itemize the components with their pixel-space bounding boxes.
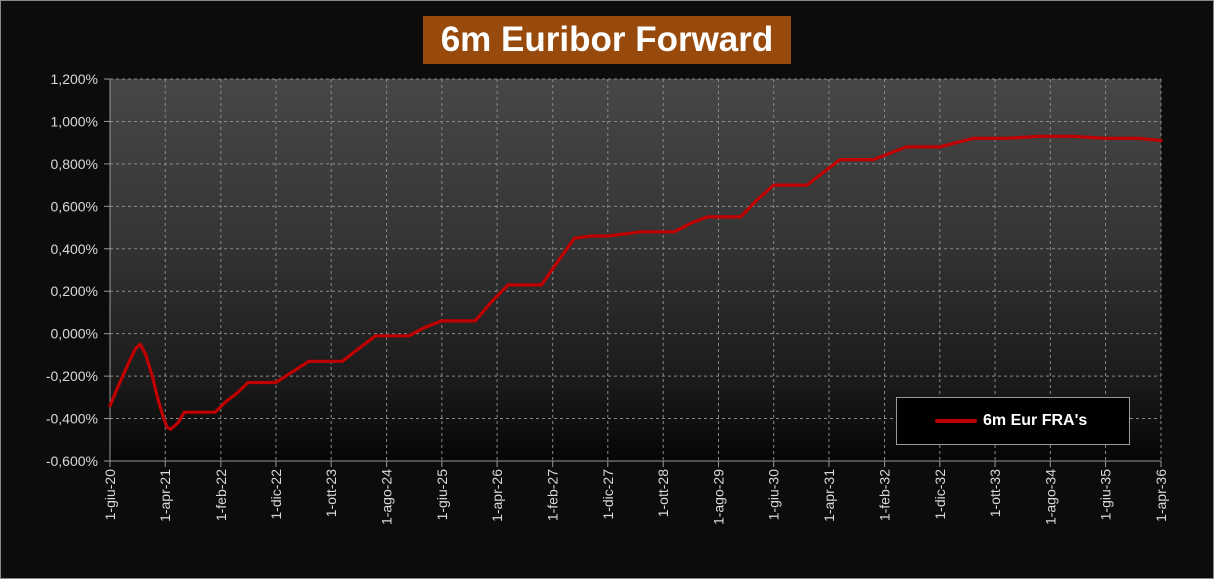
x-tick-label: 1-apr-26 — [489, 469, 505, 522]
y-tick-label: 0,600% — [51, 198, 98, 214]
x-tick-label: 1-ago-29 — [710, 469, 726, 525]
x-tick-label: 1-giu-35 — [1098, 469, 1114, 521]
x-tick-label: 1-feb-22 — [213, 469, 229, 521]
x-tick-label: 1-apr-36 — [1153, 469, 1169, 522]
x-tick-label: 1-dic-22 — [268, 469, 284, 520]
x-tick-label: 1-dic-32 — [932, 469, 948, 520]
y-tick-label: 1,200% — [51, 71, 98, 87]
x-tick-label: 1-ago-34 — [1042, 469, 1058, 525]
y-tick-label: -0,400% — [46, 411, 98, 427]
series-line — [108, 134, 1163, 431]
y-tick-label: 0,800% — [51, 156, 98, 172]
legend-line-swatch — [935, 419, 977, 423]
x-tick-label: 1-feb-32 — [877, 469, 893, 521]
x-tick-label: 1-ott-33 — [987, 469, 1003, 517]
legend-label: 6m Eur FRA's — [983, 412, 1088, 429]
x-tick-label: 1-feb-27 — [545, 469, 561, 521]
x-tick-label: 1-dic-27 — [600, 469, 616, 520]
x-tick-label: 1-giu-20 — [102, 469, 118, 521]
x-tick-label: 1-apr-21 — [157, 469, 173, 522]
y-tick-label: -0,200% — [46, 368, 98, 384]
x-tick-label: 1-ott-28 — [655, 469, 671, 517]
x-tick-label: 1-giu-30 — [766, 469, 782, 521]
chart-title: 6m Euribor Forward — [440, 20, 774, 59]
y-tick-label: 0,200% — [51, 283, 98, 299]
x-tick-label: 1-ago-24 — [379, 469, 395, 525]
series-layer — [108, 134, 1163, 431]
legend: 6m Eur FRA's — [896, 397, 1130, 445]
y-tick-label: -0,600% — [46, 453, 98, 469]
chart-title-box: 6m Euribor Forward — [423, 16, 791, 64]
x-tick-label: 1-giu-25 — [434, 469, 450, 521]
y-tick-label: 0,400% — [51, 241, 98, 257]
y-axis-ticks: -0,600% -0,400% -0,200% 0,000% 0,200% 0,400% 0… — [46, 71, 98, 469]
x-tick-label: 1-ott-23 — [323, 469, 339, 517]
y-tick-label: 1,000% — [51, 113, 98, 129]
y-tick-label: 0,000% — [51, 326, 98, 342]
x-tick-label: 1-apr-31 — [821, 469, 837, 522]
axes — [104, 78, 1162, 467]
x-axis-ticks: 1-giu-20 1-apr-21 1-feb-22 1-dic-22 1-ott-23… — [102, 469, 1169, 525]
